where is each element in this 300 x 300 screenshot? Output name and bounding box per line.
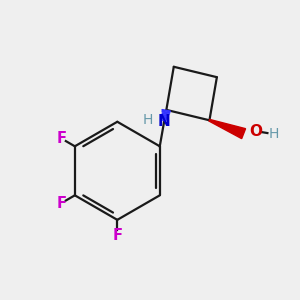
- Text: H: H: [269, 127, 279, 141]
- Text: O: O: [249, 124, 262, 139]
- Text: F: F: [56, 196, 66, 211]
- Polygon shape: [209, 119, 246, 139]
- Text: H: H: [143, 112, 153, 127]
- Text: F: F: [56, 131, 66, 146]
- Text: F: F: [112, 228, 122, 243]
- Text: N: N: [158, 113, 171, 128]
